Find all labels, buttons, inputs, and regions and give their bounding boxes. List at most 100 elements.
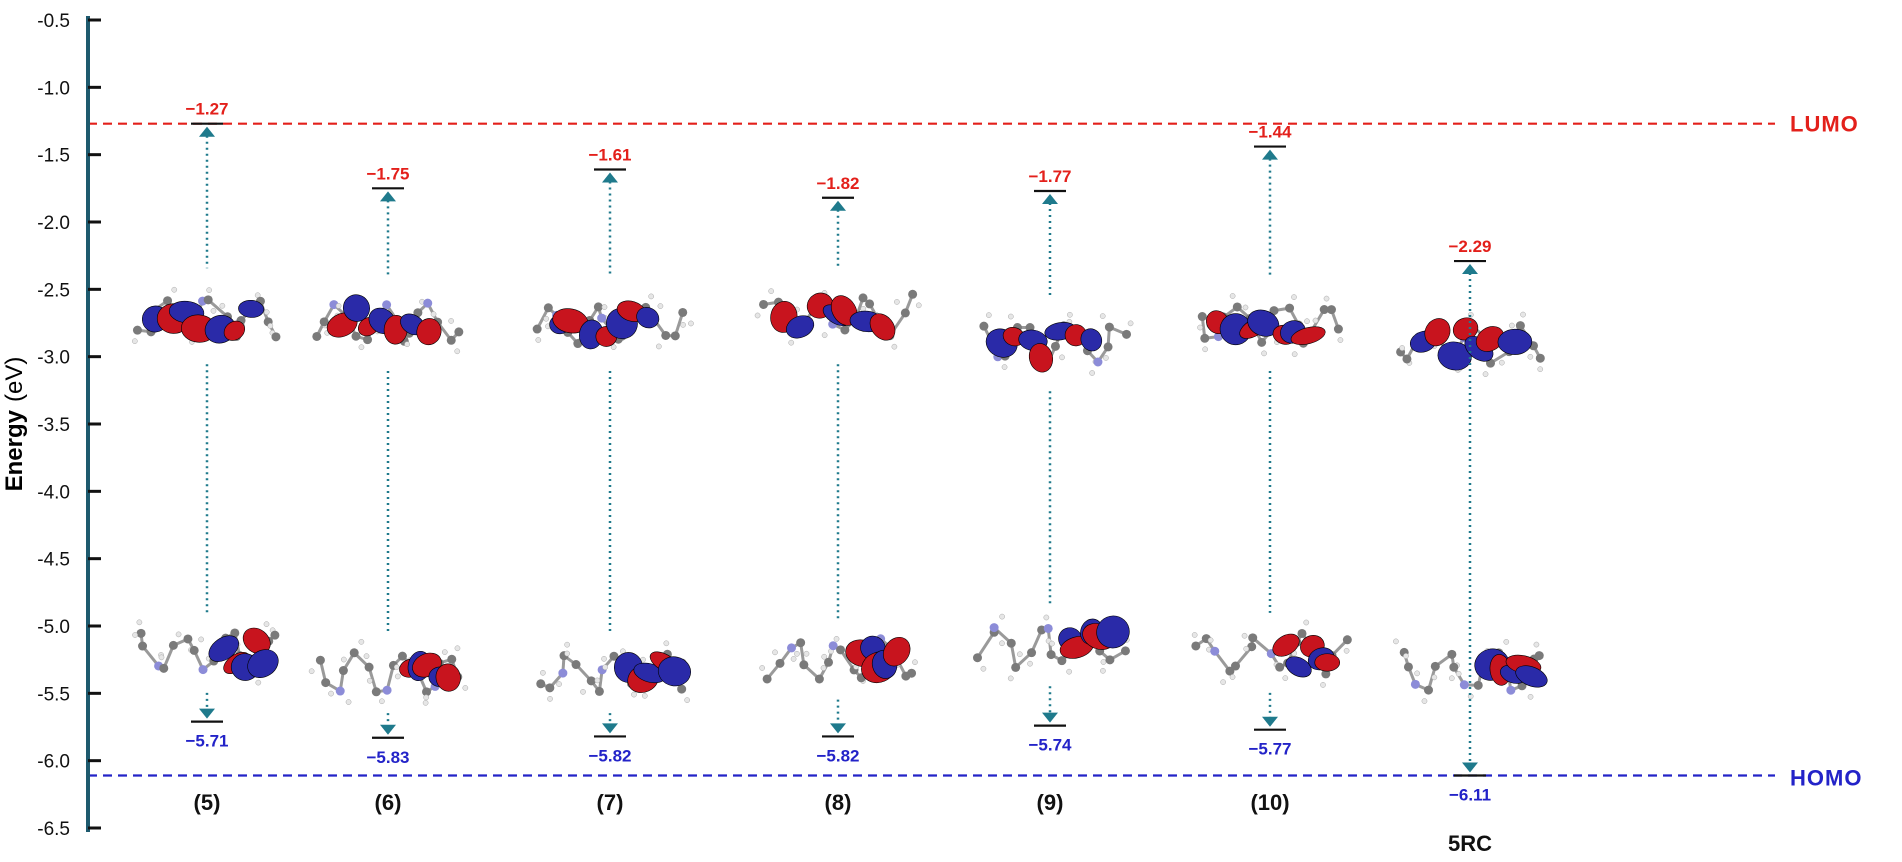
atom [594, 302, 603, 311]
molecular-orbital-image [760, 632, 918, 688]
atom [1424, 686, 1433, 695]
hydrogen-atom [658, 303, 663, 308]
y-tick-label: -5.5 [37, 684, 70, 705]
molecular-orbital-image [755, 288, 921, 349]
atom [1231, 662, 1240, 671]
atom [545, 683, 554, 692]
hydrogen-atom [822, 333, 827, 338]
hydrogen-atom [364, 654, 369, 659]
atom [190, 646, 199, 655]
hydrogen-atom [834, 636, 839, 641]
homo-value-label: −6.11 [1449, 785, 1491, 804]
hydrogen-atom [1422, 698, 1427, 703]
hydrogen-atom [556, 681, 561, 686]
homo-value-label: −5.74 [1028, 736, 1072, 755]
hydrogen-atom [1008, 314, 1013, 319]
atom [339, 666, 348, 675]
atom [1057, 656, 1066, 665]
y-tick-label: -6.5 [37, 819, 70, 840]
y-tick-label: -6.0 [37, 752, 70, 773]
hydrogen-atom [685, 698, 690, 703]
hydrogen-atom [631, 692, 636, 697]
atom [1191, 641, 1200, 650]
atom [1044, 624, 1053, 633]
lumo-arrow-icon [1462, 264, 1478, 274]
hydrogen-atom [1528, 694, 1533, 699]
hydrogen-atom [1534, 642, 1539, 647]
hydrogen-atom [536, 337, 541, 342]
hydrogen-atom [1027, 661, 1032, 666]
atom [597, 314, 606, 323]
atom [907, 669, 916, 678]
molecular-orbital-image [533, 294, 694, 351]
atom [1200, 334, 1209, 343]
atom [1327, 305, 1336, 314]
atom [787, 643, 796, 652]
hydrogen-atom [346, 699, 351, 704]
atom [321, 678, 330, 687]
category-label: (6) [375, 790, 402, 815]
atom [312, 332, 321, 341]
y-tick-label: -4.5 [37, 550, 70, 571]
hydrogen-atom [664, 641, 669, 646]
homo-value-label: −5.71 [185, 732, 228, 751]
hydrogen-atom [1192, 632, 1197, 637]
hydrogen-atom [892, 344, 897, 349]
hydrogen-atom [1244, 646, 1249, 651]
homo-arrow-icon [1042, 713, 1058, 723]
homo-value-label: −5.83 [366, 748, 409, 767]
atom [1449, 663, 1458, 672]
hydrogen-atom [395, 674, 400, 679]
orbital-lobe [1315, 654, 1340, 671]
homo-arrow-icon [199, 709, 215, 719]
atom [1051, 342, 1060, 351]
lumo-arrow-icon [380, 191, 396, 201]
hydrogen-atom [359, 639, 364, 644]
hydrogen-atom [981, 666, 986, 671]
hydrogen-atom [137, 620, 142, 625]
hydrogen-atom [791, 656, 796, 661]
atom [1474, 681, 1483, 690]
atom [1122, 330, 1131, 339]
atom [183, 634, 192, 643]
atom [1536, 354, 1545, 363]
hydrogen-atom [424, 695, 429, 700]
hydrogen-atom [772, 650, 777, 655]
hydrogen-atom [264, 622, 269, 627]
atom [199, 665, 208, 674]
hydrogen-atom [264, 310, 269, 315]
atom [775, 659, 784, 668]
atom [901, 308, 910, 317]
category-label: (10) [1250, 790, 1289, 815]
hydrogen-atom [463, 685, 468, 690]
lumo-value-label: −2.29 [1448, 237, 1491, 256]
homo-reference-label: HOMO [1790, 765, 1862, 790]
atom [544, 303, 553, 312]
hydrogen-atom [1304, 319, 1309, 324]
hydrogen-atom [159, 655, 164, 660]
y-tick-label: -2.0 [37, 213, 70, 234]
atom [1431, 662, 1440, 671]
category-label: (9) [1037, 790, 1064, 815]
hydrogen-atom [1002, 364, 1007, 369]
atom [1516, 321, 1525, 330]
y-tick-label: -5.0 [37, 617, 70, 638]
hydrogen-atom [755, 313, 760, 318]
atom [1343, 635, 1352, 644]
atom [133, 326, 142, 335]
atom [350, 648, 359, 657]
atom [763, 674, 772, 683]
hydrogen-atom [1044, 615, 1049, 620]
hydrogen-atom [1197, 325, 1202, 330]
atom [365, 663, 374, 672]
atom [979, 322, 988, 331]
hydrogen-atom [341, 657, 346, 662]
atom [661, 331, 670, 340]
atom [382, 300, 391, 309]
y-tick-label: -2.5 [37, 280, 70, 301]
hydrogen-atom [455, 646, 460, 651]
lumo-value-label: −1.75 [366, 164, 409, 183]
hydrogen-atom [1528, 354, 1533, 359]
hydrogen-atom [603, 665, 608, 670]
